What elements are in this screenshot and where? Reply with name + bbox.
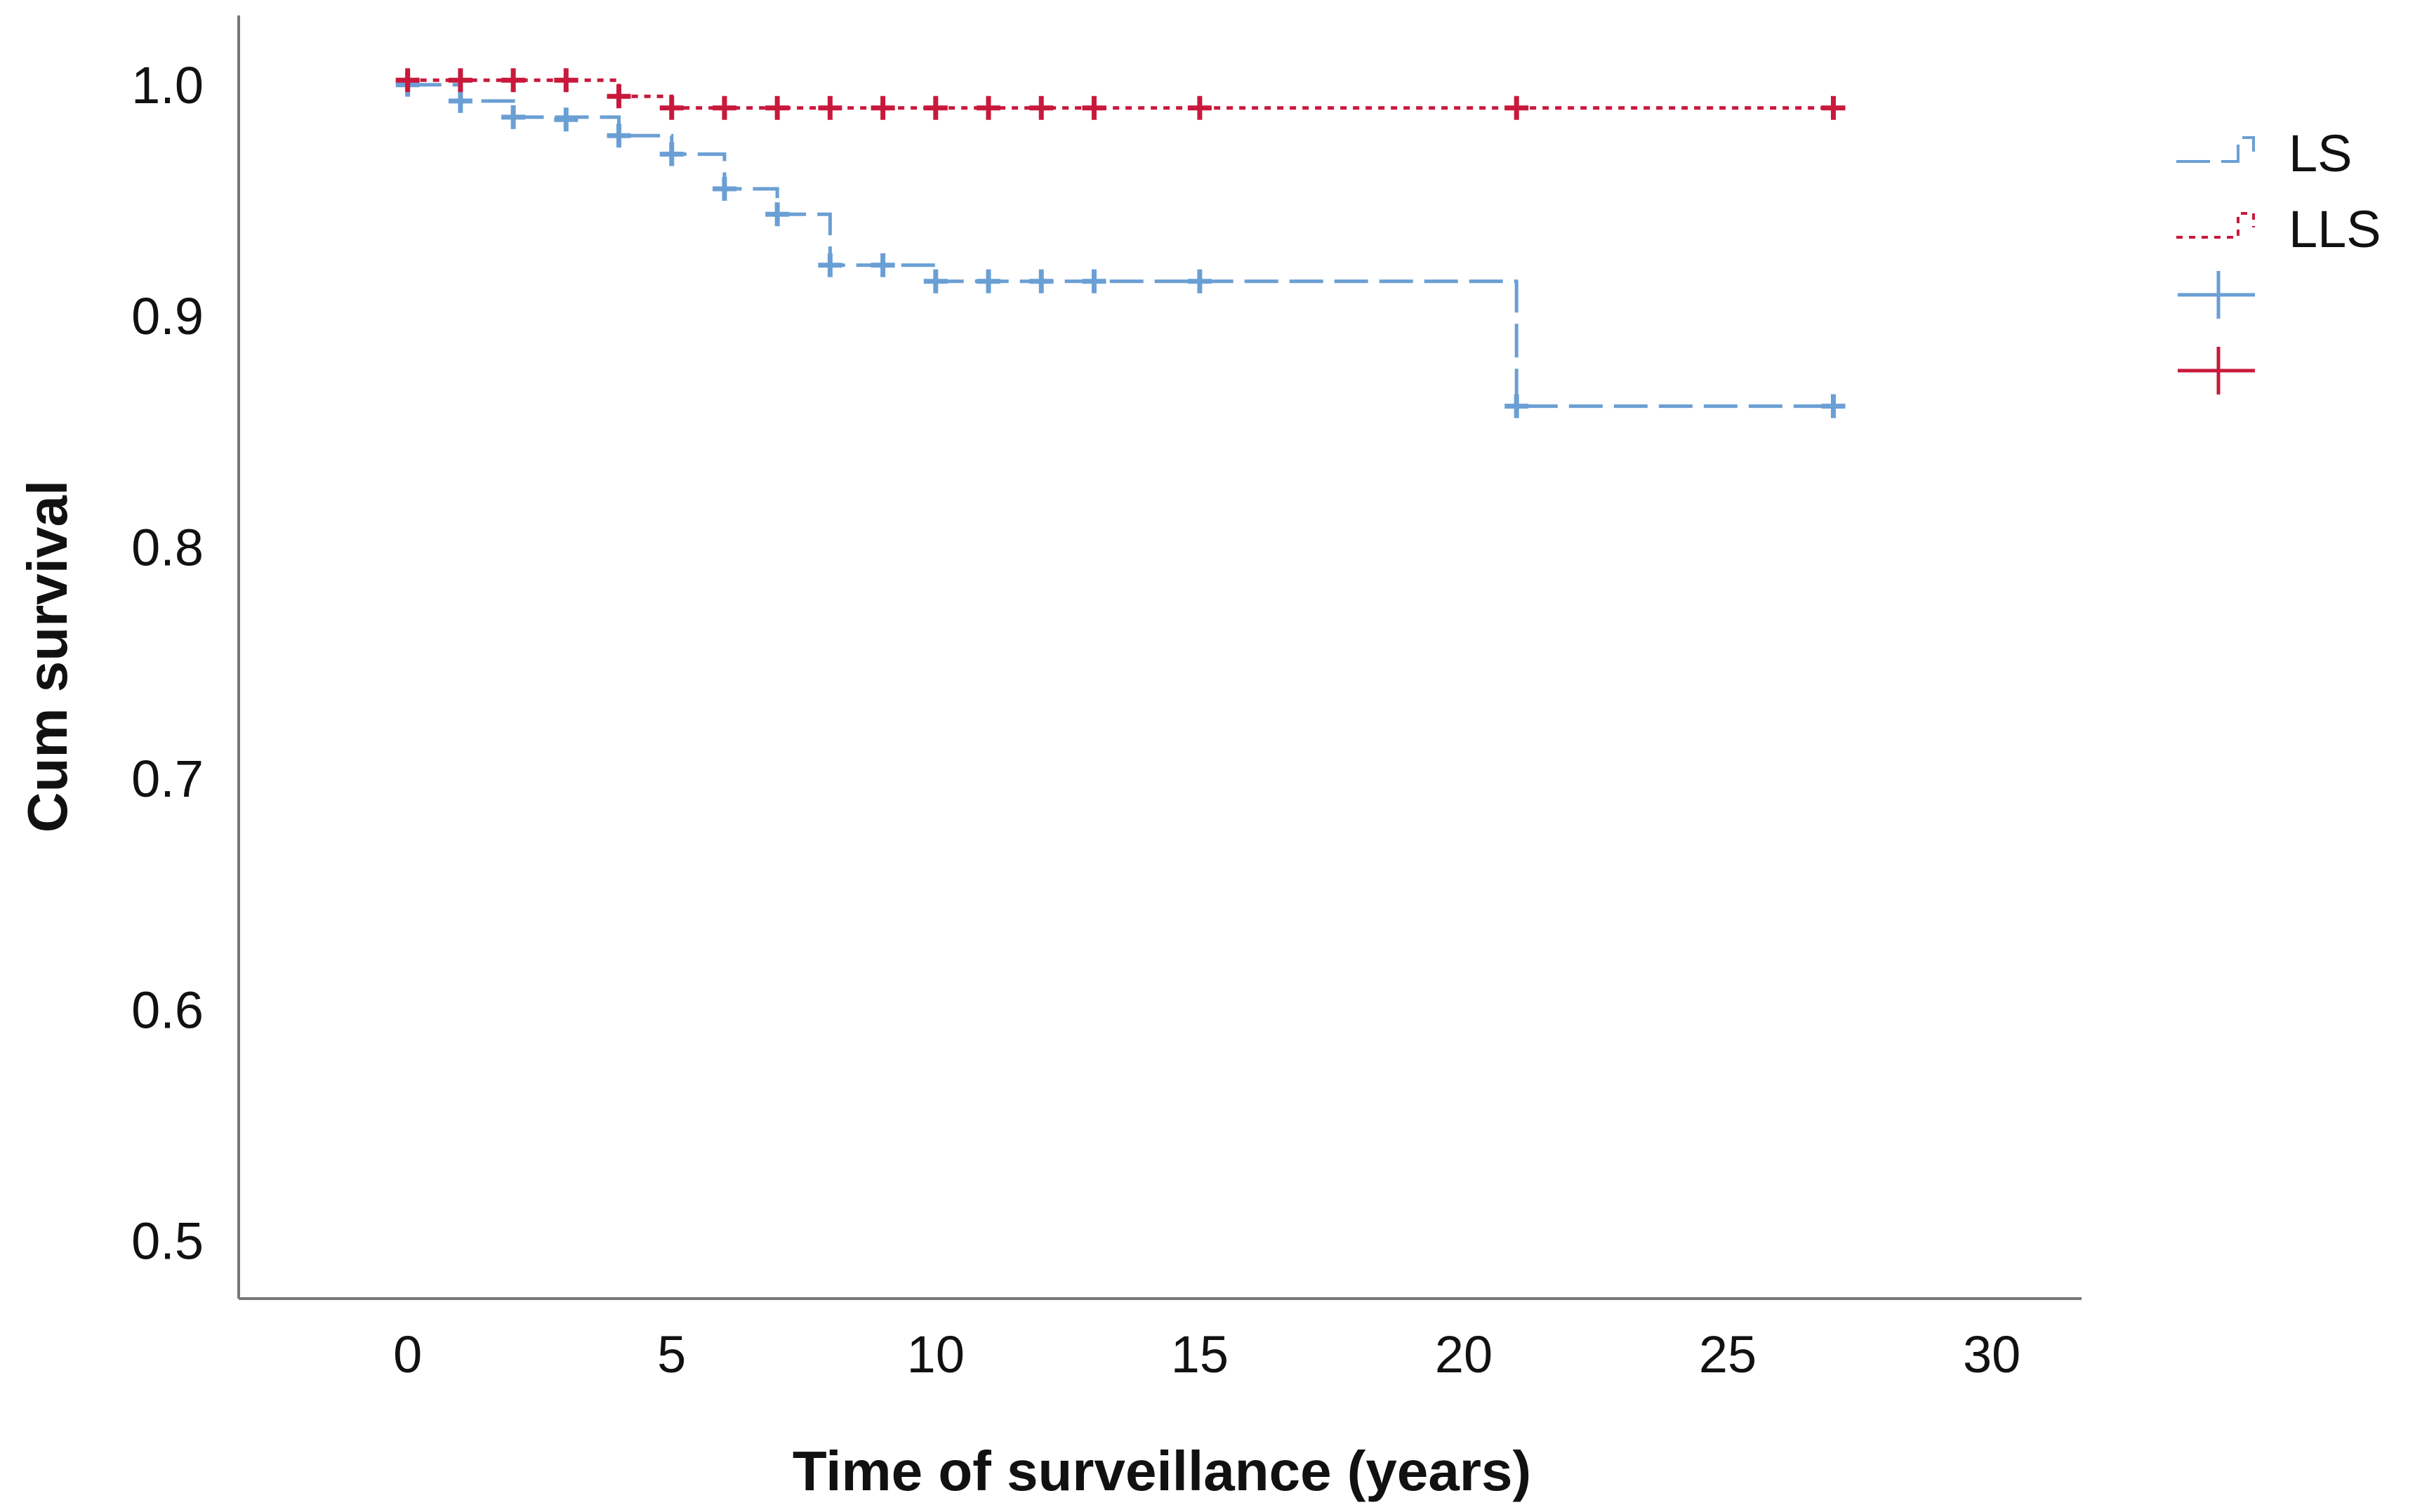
censor-mark [1082,269,1106,293]
censor-mark [659,142,684,166]
censor-mark [501,105,526,129]
censor-mark [923,95,948,120]
y-tick-label: 0.9 [131,287,204,345]
censor-mark [554,68,578,93]
x-tick-label: 20 [1435,1325,1493,1384]
censor-mark [977,269,1001,293]
survival-curve-ls [407,83,1834,409]
legend-line-lls [2176,212,2255,239]
censor-mark [1187,269,1212,293]
censor-mark [765,202,790,227]
y-tick-label: 0.5 [131,1212,204,1271]
legend: LS LLS [2176,124,2381,394]
censor-mark [607,124,631,148]
x-tick-label: 0 [393,1325,422,1384]
y-tick-label: 0.6 [131,981,204,1039]
censor-mark [1082,95,1106,120]
y-tick-label: 0.7 [131,750,204,808]
y-tick-label: 1.0 [131,56,204,114]
censor-mark [977,95,1001,120]
censor-mark [818,253,842,277]
censor-mark [395,68,420,93]
censor-mark [1187,95,1212,120]
censor-mark [1029,269,1054,293]
x-tick-label: 10 [907,1325,965,1384]
censor-mark [448,68,472,93]
series-lls [395,68,1846,120]
y-axis-title: Cum survival [16,480,79,833]
censor-mark [448,88,472,113]
x-tick-label: 5 [657,1325,686,1384]
censor-mark [1821,95,1846,120]
x-tick-label: 15 [1171,1325,1229,1384]
legend-line-ls [2176,136,2255,163]
censor-mark [871,95,895,120]
censor-mark [712,95,736,120]
censor-mark [501,68,526,93]
x-tick-label: 30 [1963,1325,2020,1384]
censor-mark [659,95,684,120]
censor-mark [923,269,948,293]
x-axis-title: Time of surveillance (years) [793,1440,1531,1502]
legend-censor-lls [2178,347,2255,394]
series-group [395,68,1846,418]
series-ls [395,72,1846,418]
censor-mark [765,95,790,120]
censor-mark [1504,95,1529,120]
censor-mark [1821,394,1846,418]
legend-censor-ls [2178,271,2255,319]
censor-mark [818,95,842,120]
legend-label-lls: LLS [2289,200,2381,258]
censor-mark [712,177,736,201]
survival-curve-lls [407,78,1834,110]
censor-mark [1504,394,1529,418]
x-tick-label: 25 [1699,1325,1756,1384]
axes: 0 5 10 15 20 25 30 0.5 0.6 0.7 0.8 0.9 1.0 [131,15,2082,1384]
censor-mark [554,107,578,132]
censor-mark [607,84,631,109]
censor-mark [1029,95,1054,120]
censor-mark [871,253,895,277]
y-tick-label: 0.8 [131,519,204,577]
legend-label-ls: LS [2289,124,2353,183]
